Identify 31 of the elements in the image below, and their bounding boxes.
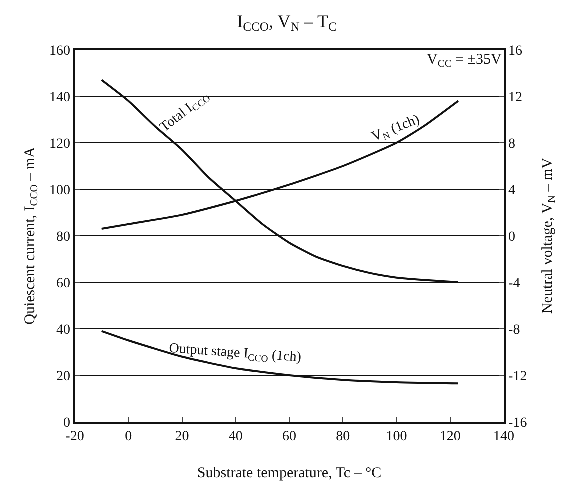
x-tick-label: 40 xyxy=(228,430,243,445)
y2-tick-label: 16 xyxy=(508,44,523,59)
y-tick-label: 140 xyxy=(49,90,70,106)
y2-tick-label: 12 xyxy=(508,90,523,106)
x-tick-label: 20 xyxy=(175,430,190,445)
y2-tick-label: 0 xyxy=(508,230,516,245)
y2-tick-label: 4 xyxy=(508,183,516,198)
x-axis-title: Substrate temperature, Tc – °C xyxy=(197,466,382,482)
y2-tick-label: -12 xyxy=(508,369,528,384)
annotation: V$_{CC}$ = ±35V xyxy=(427,52,502,70)
y2-tick-label: -4 xyxy=(508,276,520,292)
x-tick-label: 120 xyxy=(440,430,461,445)
y2-tick-label: -8 xyxy=(508,322,520,338)
x-tick-label: 0 xyxy=(125,430,132,445)
x-tick-label: 80 xyxy=(336,430,350,445)
x-tick-label: 100 xyxy=(386,430,408,445)
y-tick-label: 60 xyxy=(56,276,70,292)
y-tick-label: 20 xyxy=(56,369,70,384)
chart-title: I$_{CCO}$, V$_{N}$ – T$_{C}$ xyxy=(237,11,337,34)
series-label: Output stage I$_{CCO}$ (1ch) xyxy=(168,341,302,368)
y-tick-label: 100 xyxy=(49,183,70,198)
y-tick-label: 80 xyxy=(56,230,70,245)
x-tick-label: 140 xyxy=(494,430,514,445)
y2-tick-label: -16 xyxy=(508,416,528,431)
y2-tick-label: 8 xyxy=(508,136,516,152)
x-tick-label: 60 xyxy=(282,430,296,445)
y-tick-label: 160 xyxy=(49,44,70,59)
x-tick-label: -20 xyxy=(66,430,84,445)
y-tick-label: 0 xyxy=(63,416,70,431)
y-tick-label: 120 xyxy=(49,136,70,152)
y-tick-label: 40 xyxy=(56,322,70,338)
